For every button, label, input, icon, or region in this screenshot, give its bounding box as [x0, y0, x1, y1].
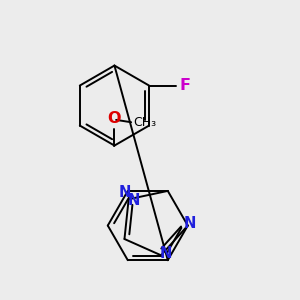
Text: N: N	[183, 216, 196, 231]
Text: O: O	[108, 111, 121, 126]
Text: F: F	[179, 78, 190, 93]
Text: CH₃: CH₃	[133, 116, 156, 129]
Text: N: N	[160, 246, 172, 261]
Text: N: N	[128, 194, 140, 208]
Text: N: N	[119, 185, 131, 200]
